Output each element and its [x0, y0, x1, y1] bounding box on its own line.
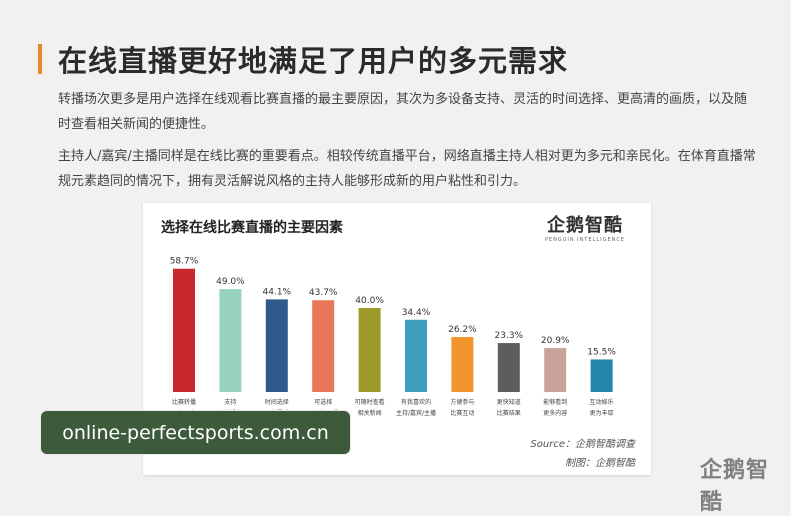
bar-3 — [265, 299, 288, 392]
value-label-9: 20.9% — [541, 336, 570, 346]
category-label-10-line-1: 互动娱乐 — [590, 398, 614, 406]
bar-7 — [451, 336, 474, 392]
category-label-9-line-1: 能够看到 — [543, 398, 567, 406]
bar-6 — [405, 319, 427, 392]
site-url-badge[interactable]: online-perfectsports.com.cn — [40, 410, 351, 455]
category-label-5-line-2: 相关新闻 — [358, 409, 382, 417]
value-label-1: 58.7% — [170, 257, 199, 267]
chart-title: 选择在线比赛直播的主要因素 — [161, 220, 343, 236]
value-label-8: 23.3% — [495, 331, 524, 341]
category-label-8-line-2: 比赛结果 — [497, 409, 521, 417]
category-label-3-line-1: 时间选择 — [265, 398, 289, 406]
bar-8 — [497, 343, 520, 392]
bar-10 — [590, 359, 613, 392]
value-label-7: 26.2% — [448, 325, 477, 335]
brand-logo: 企鹅智酷 PENGUIN INTELLIGENCE — [535, 211, 635, 243]
intro-paragraph-1: 转播场次更多是用户选择在线观看比赛直播的最主要原因，其次为多设备支持、灵活的时间… — [58, 92, 748, 132]
category-label-4-line-1: 可选择 — [314, 398, 332, 406]
value-label-5: 40.0% — [355, 296, 384, 306]
page-title: 在线直播更好地满足了用户的多元需求 — [58, 44, 569, 78]
brand-subtitle: PENGUIN INTELLIGENCE — [544, 237, 626, 243]
category-label-6-line-2: 主持/嘉宾/主播 — [396, 409, 436, 417]
category-label-2-line-1: 支持 — [224, 398, 236, 406]
bar-chart: 58.7%比赛转播场次更多49.0%支持多种设备44.1%时间选择更为灵活43.… — [170, 257, 617, 417]
value-label-6: 34.4% — [402, 308, 431, 318]
category-label-7-line-1: 方便参与 — [450, 398, 474, 406]
watermark-logo: 企鹅智酷 — [700, 458, 770, 515]
category-label-1-line-1: 比赛转播 — [172, 398, 196, 406]
bar-9 — [544, 348, 567, 392]
category-label-8-line-1: 更快知道 — [497, 398, 521, 406]
bar-5 — [358, 308, 381, 392]
credit-text: 制图：企鹅智酷 — [565, 458, 635, 469]
intro-paragraph-2: 主持人/嘉宾/主播同样是在线比赛的重要看点。相较传统直播平台，网络直播主持人相对… — [58, 149, 756, 189]
value-label-2: 49.0% — [216, 277, 245, 287]
brand-name: 企鹅智酷 — [547, 215, 623, 236]
source-text: Source：企鹅智酷调查 — [530, 439, 635, 450]
category-label-6-line-1: 有我喜欢的 — [401, 398, 431, 406]
title-accent-bar — [38, 44, 42, 74]
category-label-9-line-2: 更多内容 — [543, 409, 567, 417]
bar-4 — [312, 300, 335, 392]
value-label-10: 15.5% — [587, 347, 616, 357]
value-label-3: 44.1% — [263, 287, 292, 297]
bar-2 — [219, 289, 242, 392]
chart-source: Source：企鹅智酷调查 制图：企鹅智酷 — [530, 435, 635, 473]
category-label-10-line-2: 更为丰厚 — [590, 409, 614, 417]
category-label-5-line-1: 可随时查看 — [355, 398, 385, 406]
category-label-7-line-2: 比赛互动 — [450, 409, 474, 417]
value-label-4: 43.7% — [309, 288, 338, 298]
bar-1 — [173, 268, 195, 392]
